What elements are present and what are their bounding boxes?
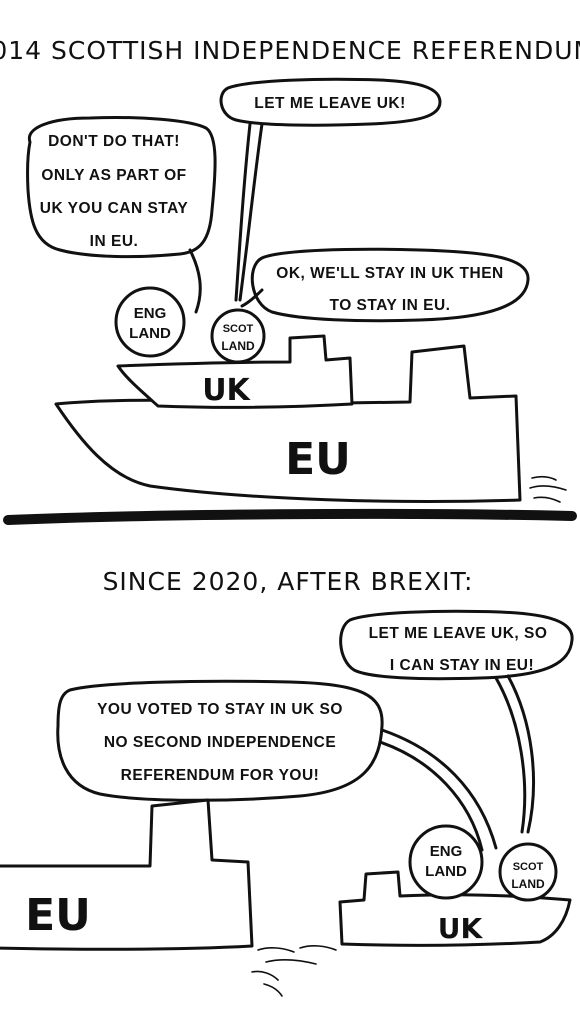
scotland-speech-bubble-2: OK, WE'LL STAY IN UK THEN TO STAY IN EU. <box>242 249 528 320</box>
panel-divider <box>8 514 572 520</box>
england-ball-bottom-line-2: LAND <box>425 863 467 880</box>
scotland-ball-bottom-line-1: SCOT <box>513 861 544 873</box>
bottom-panel: SINCE 2020, AFTER BREXIT: LET ME LEAVE U… <box>0 567 572 996</box>
scotland-bubble-2-line-1: OK, WE'LL STAY IN UK THEN <box>276 265 503 282</box>
england-ball-top: ENG LAND <box>116 288 184 356</box>
england-speech-bubble: DON'T DO THAT! ONLY AS PART OF UK YOU CA… <box>28 117 215 312</box>
england-bubble-line-4: IN EU. <box>90 233 139 250</box>
england-ball-bottom: ENG LAND <box>410 826 482 898</box>
england-bubble-line-1: DON'T DO THAT! <box>48 133 180 150</box>
uk-ship-top-label: UK <box>202 373 251 408</box>
eu-ship-top-label: EU <box>285 434 351 485</box>
waves-top <box>530 477 566 502</box>
england-ball-top-line-1: ENG <box>134 305 167 322</box>
scotland-ball-bottom-line-2: LAND <box>511 877 545 891</box>
england-ball-top-line-2: LAND <box>129 325 171 342</box>
top-panel: 2014 SCOTTISH INDEPENDENCE REFERENDUM: D… <box>0 36 580 502</box>
scotland-bubble-bottom-line-1: LET ME LEAVE UK, SO <box>369 625 548 642</box>
bottom-panel-title: SINCE 2020, AFTER BREXIT: <box>103 567 474 596</box>
england-bubble-bottom-line-2: NO SECOND INDEPENDENCE <box>104 734 336 751</box>
england-bubble-bottom-line-1: YOU VOTED TO STAY IN UK SO <box>97 701 343 718</box>
england-bubble-line-3: UK YOU CAN STAY <box>40 200 189 217</box>
scotland-bubble-1-line: LET ME LEAVE UK! <box>254 95 406 112</box>
england-speech-bubble-bottom: YOU VOTED TO STAY IN UK SO NO SECOND IND… <box>58 681 496 850</box>
scotland-ball-top-line-1: SCOT <box>223 323 254 335</box>
england-bubble-line-2: ONLY AS PART OF <box>41 167 186 184</box>
scotland-bubble-bottom-line-2: I CAN STAY IN EU! <box>390 657 534 674</box>
england-bubble-bottom-line-3: REFERENDUM FOR YOU! <box>121 767 320 784</box>
eu-ship-bottom: EU <box>0 800 252 949</box>
scotland-ball-top: SCOT LAND <box>212 310 264 362</box>
eu-ship-bottom-label: EU <box>25 890 91 941</box>
scotland-bubble-2-line-2: TO STAY IN EU. <box>330 297 451 314</box>
scotland-ball-bottom: SCOT LAND <box>500 844 556 900</box>
uk-ship-bottom-label: UK <box>438 912 484 945</box>
top-panel-title: 2014 SCOTTISH INDEPENDENCE REFERENDUM: <box>0 36 580 65</box>
england-ball-bottom-line-1: ENG <box>430 843 463 860</box>
scotland-ball-top-line-2: LAND <box>221 339 255 353</box>
waves-bottom <box>252 946 336 996</box>
